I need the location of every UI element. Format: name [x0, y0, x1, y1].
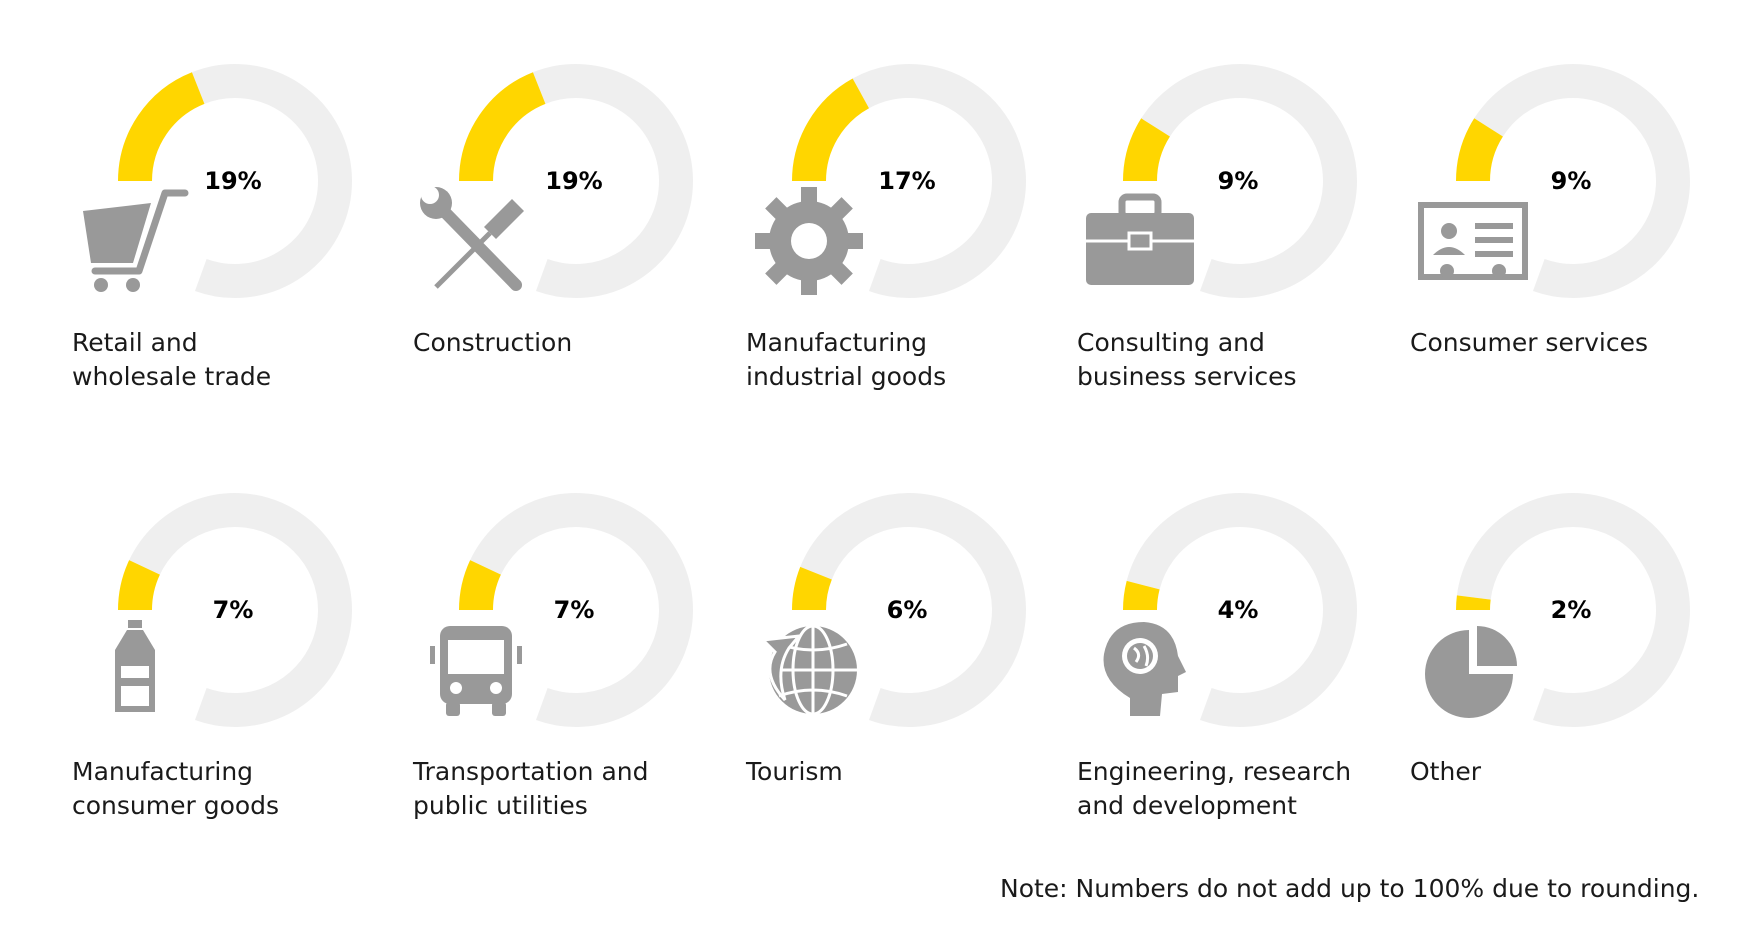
footnote: Note: Numbers do not add up to 100% due …	[1000, 874, 1700, 903]
value-label: 4%	[1218, 596, 1259, 624]
donut-track	[1474, 64, 1690, 298]
donut-value-arc	[459, 72, 546, 182]
head-globe-icon	[1103, 622, 1186, 716]
donut-item: 9%	[1086, 64, 1357, 298]
donut-track	[1141, 64, 1357, 298]
globe-arrow-icon	[759, 624, 857, 716]
value-label: 7%	[213, 596, 254, 624]
value-label: 17%	[878, 167, 935, 195]
donut-value-arc	[459, 560, 502, 611]
donut-track	[470, 493, 693, 727]
donut-value-arc	[118, 560, 161, 611]
value-label: 19%	[204, 167, 261, 195]
gear-icon	[755, 187, 863, 295]
category-label: Manufacturing industrial goods	[746, 328, 947, 391]
donut-item: 19%	[420, 64, 693, 298]
donut-track	[1456, 493, 1690, 727]
donut-track	[532, 64, 693, 298]
id-card-icon	[1418, 202, 1528, 280]
donut-track	[129, 493, 352, 727]
donut-value-arc	[118, 72, 205, 182]
category-label: Engineering, research and development	[1077, 757, 1352, 820]
category-label: Construction	[413, 328, 573, 357]
category-label: Transportation and public utilities	[413, 757, 649, 820]
value-label: 9%	[1218, 167, 1259, 195]
donut-value-arc	[1123, 118, 1171, 182]
donut-item: 6%	[759, 493, 1026, 727]
category-label: Retail and wholesale trade	[72, 328, 272, 391]
donut-value-arc	[1456, 118, 1504, 182]
donut-item: 9%	[1418, 64, 1690, 298]
donut-value-arc	[1123, 580, 1160, 611]
donut-item: 19%	[83, 64, 352, 298]
wrench-screwdriver-icon	[420, 186, 524, 291]
pie-chart-icon	[1425, 626, 1517, 718]
donut-track	[1126, 493, 1357, 727]
donut-track	[191, 64, 352, 298]
value-label: 6%	[887, 596, 928, 624]
category-label: Other	[1410, 757, 1481, 786]
donut-item: 7%	[115, 493, 352, 727]
bus-icon	[430, 626, 522, 716]
donut-value-arc	[1456, 595, 1491, 611]
category-label: Consumer services	[1410, 328, 1649, 357]
shopping-cart-icon	[83, 189, 189, 292]
donut-item: 2%	[1425, 493, 1690, 727]
donut-value-arc	[792, 566, 833, 611]
category-label: Tourism	[746, 757, 843, 786]
donut-item: 7%	[430, 493, 693, 727]
donut-item: 17%	[755, 64, 1026, 298]
briefcase-icon	[1086, 193, 1194, 285]
category-label: Consulting and business services	[1077, 328, 1297, 391]
bottle-icon	[115, 620, 155, 712]
value-label: 7%	[554, 596, 595, 624]
donut-value-arc	[792, 78, 870, 182]
value-label: 2%	[1551, 596, 1592, 624]
donut-item: 4%	[1103, 493, 1357, 727]
value-label: 19%	[545, 167, 602, 195]
value-label: 9%	[1551, 167, 1592, 195]
donut-track	[852, 64, 1026, 298]
category-label: Manufacturing consumer goods	[72, 757, 280, 820]
donut-track	[800, 493, 1026, 727]
